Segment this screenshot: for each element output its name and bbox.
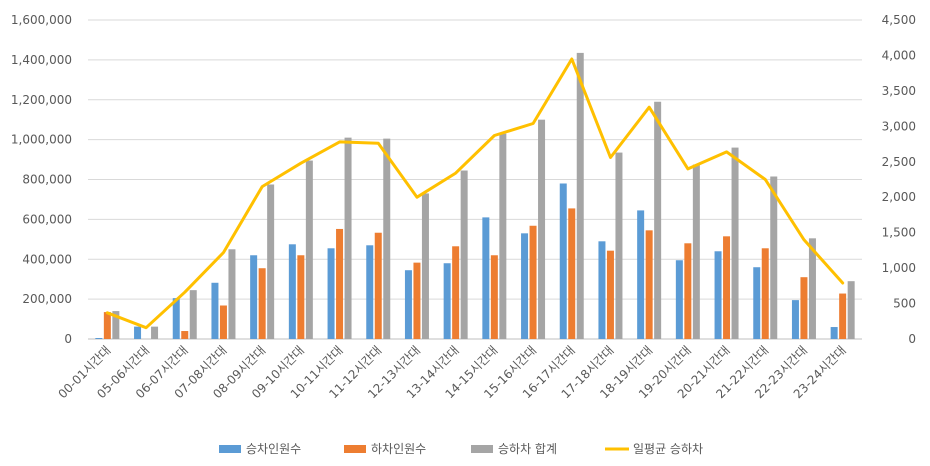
y-tick-label: 1,000,000 bbox=[11, 133, 72, 147]
bar-승차인원수-16-17시간대 bbox=[559, 183, 567, 339]
bar-승하차-합계-09-10시간대 bbox=[305, 160, 313, 339]
y-tick-label: 800,000 bbox=[22, 173, 72, 187]
bar-하차인원수-18-19시간대 bbox=[645, 230, 653, 339]
x-axis: 00-01시간대05-06시간대06-07시간대07-08시간대08-09시간대… bbox=[55, 343, 848, 401]
legend-label: 승하차 합계 bbox=[498, 442, 557, 456]
y-tick-label: 0 bbox=[64, 332, 72, 346]
legend-swatch bbox=[471, 445, 493, 453]
bar-승차인원수-08-09시간대 bbox=[250, 255, 258, 339]
y2-tick-label: 1,500 bbox=[882, 226, 916, 240]
bar-승차인원수-07-08시간대 bbox=[211, 282, 219, 339]
y-tick-label: 400,000 bbox=[22, 252, 72, 266]
bar-승차인원수-20-21시간대 bbox=[714, 251, 722, 339]
y-tick-label: 600,000 bbox=[22, 212, 72, 226]
bar-하차인원수-20-21시간대 bbox=[723, 236, 731, 339]
bar-승차인원수-17-18시간대 bbox=[598, 241, 606, 339]
y-axis-right: 0 500 1,000 1,500 2,000 2,500 3,000 3,500 4,000 4… bbox=[882, 13, 916, 346]
bar-하차인원수-14-15시간대 bbox=[490, 255, 498, 339]
gridlines bbox=[88, 19, 862, 340]
bar-하차인원수-11-12시간대 bbox=[374, 232, 382, 339]
bar-하차인원수-19-20시간대 bbox=[684, 243, 692, 339]
bar-승차인원수-06-07시간대 bbox=[172, 298, 180, 339]
y2-tick-label: 2,000 bbox=[882, 190, 916, 204]
legend-label: 하차인원수 bbox=[371, 442, 426, 456]
y-tick-label: 1,200,000 bbox=[11, 93, 72, 107]
bar-하차인원수-15-16시간대 bbox=[529, 225, 537, 339]
bar-하차인원수-16-17시간대 bbox=[568, 208, 576, 339]
bar-승하차-합계-10-11시간대 bbox=[344, 137, 352, 339]
legend-label: 승차인원수 bbox=[246, 442, 301, 456]
bar-승차인원수-21-22시간대 bbox=[753, 267, 761, 339]
line-series bbox=[105, 57, 845, 330]
bar-승하차-합계-18-19시간대 bbox=[654, 101, 662, 340]
bar-승차인원수-05-06시간대 bbox=[134, 326, 142, 339]
bar-승차인원수-15-16시간대 bbox=[521, 233, 529, 339]
y2-tick-label: 3,500 bbox=[882, 84, 916, 98]
y2-tick-label: 0 bbox=[908, 332, 916, 346]
bar-승하차-합계-00-01시간대 bbox=[112, 311, 120, 339]
bar-승하차-합계-16-17시간대 bbox=[576, 52, 584, 339]
bar-승하차-합계-07-08시간대 bbox=[228, 249, 236, 339]
y-tick-label: 1,600,000 bbox=[11, 13, 72, 27]
bar-승하차-합계-06-07시간대 bbox=[189, 290, 197, 339]
bar-승차인원수-18-19시간대 bbox=[637, 210, 645, 339]
bar-하차인원수-10-11시간대 bbox=[336, 228, 344, 339]
bars bbox=[95, 52, 855, 340]
bar-승차인원수-14-15시간대 bbox=[482, 217, 490, 339]
y2-tick-label: 4,000 bbox=[882, 48, 916, 62]
bar-하차인원수-23-24시간대 bbox=[839, 293, 847, 339]
y2-tick-label: 3,000 bbox=[882, 119, 916, 133]
y-tick-label: 200,000 bbox=[22, 292, 72, 306]
bar-승하차-합계-11-12시간대 bbox=[383, 138, 391, 339]
bar-하차인원수-22-23시간대 bbox=[800, 277, 808, 339]
legend: 승차인원수 하차인원수 승하차 합계 일평균 승하차 bbox=[219, 442, 703, 456]
legend-label: 일평균 승하차 bbox=[633, 442, 703, 456]
bar-승하차-합계-14-15시간대 bbox=[499, 133, 507, 339]
bar-승하차-합계-13-14시간대 bbox=[460, 170, 468, 339]
bar-승하차-합계-12-13시간대 bbox=[421, 193, 429, 339]
bar-승하차-합계-15-16시간대 bbox=[538, 119, 546, 339]
bar-승차인원수-22-23시간대 bbox=[791, 300, 799, 339]
bar-승차인원수-19-20시간대 bbox=[675, 260, 683, 339]
line-일평균-승하차 bbox=[105, 57, 845, 330]
bar-승하차-합계-20-21시간대 bbox=[731, 147, 739, 339]
y2-tick-label: 500 bbox=[893, 297, 916, 311]
bar-승차인원수-13-14시간대 bbox=[443, 263, 451, 339]
bar-하차인원수-21-22시간대 bbox=[761, 248, 769, 339]
bar-승차인원수-10-11시간대 bbox=[327, 248, 335, 339]
y-axis-left: 0 200,000 400,000 600,000 800,000 1,000,000 1,… bbox=[11, 13, 72, 346]
legend-swatch bbox=[219, 445, 241, 453]
bar-승하차-합계-08-09시간대 bbox=[267, 184, 275, 339]
bar-하차인원수-07-08시간대 bbox=[219, 305, 227, 339]
bar-승차인원수-09-10시간대 bbox=[288, 244, 296, 339]
bar-승차인원수-23-24시간대 bbox=[830, 327, 838, 339]
bar-승차인원수-11-12시간대 bbox=[366, 245, 374, 339]
y2-tick-label: 1,000 bbox=[882, 261, 916, 275]
y-tick-label: 1,400,000 bbox=[11, 53, 72, 67]
bar-하차인원수-00-01시간대 bbox=[103, 312, 111, 339]
bar-하차인원수-17-18시간대 bbox=[606, 250, 614, 339]
bar-승차인원수-12-13시간대 bbox=[404, 270, 412, 339]
bar-하차인원수-12-13시간대 bbox=[413, 262, 421, 339]
bar-승하차-합계-22-23시간대 bbox=[808, 238, 816, 339]
legend-swatch bbox=[344, 445, 366, 453]
bar-승하차-합계-05-06시간대 bbox=[151, 326, 159, 339]
bar-승하차-합계-21-22시간대 bbox=[770, 176, 778, 339]
bar-승하차-합계-23-24시간대 bbox=[847, 281, 855, 339]
bar-승하차-합계-17-18시간대 bbox=[615, 152, 623, 339]
y2-tick-label: 2,500 bbox=[882, 155, 916, 169]
y2-tick-label: 4,500 bbox=[882, 13, 916, 27]
bar-하차인원수-08-09시간대 bbox=[258, 268, 266, 339]
bar-승차인원수-00-01시간대 bbox=[95, 338, 103, 339]
bar-하차인원수-09-10시간대 bbox=[297, 255, 305, 339]
bar-하차인원수-13-14시간대 bbox=[452, 246, 460, 339]
bar-승하차-합계-19-20시간대 bbox=[692, 164, 700, 339]
bar-하차인원수-06-07시간대 bbox=[181, 331, 189, 339]
